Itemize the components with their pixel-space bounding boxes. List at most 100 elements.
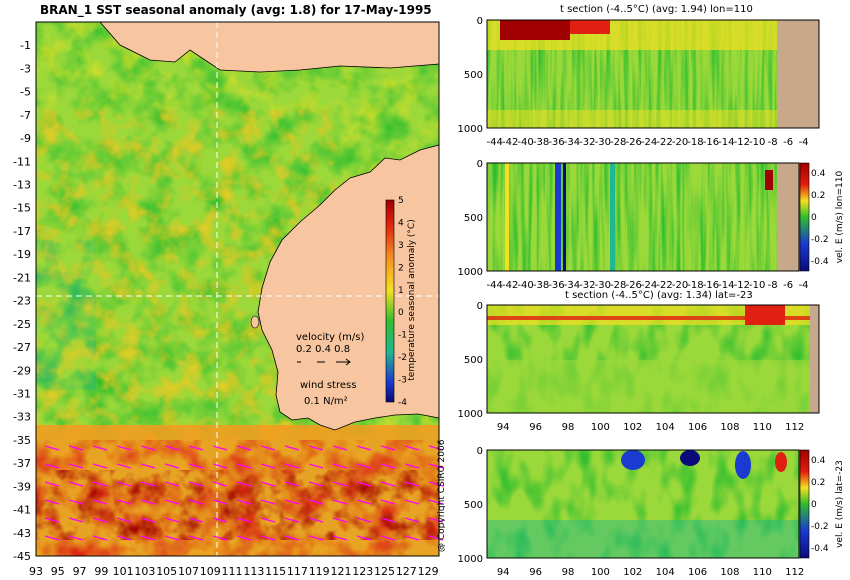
wind-vector bbox=[68, 445, 84, 451]
panel2-x-tick-label: -40 bbox=[517, 280, 533, 291]
map-y-tick-label: -21 bbox=[13, 271, 31, 284]
wind-vector bbox=[44, 463, 60, 469]
wind-stress-value: 0.1 N/m² bbox=[304, 396, 348, 407]
wind-vector bbox=[68, 535, 84, 541]
panel4-colorbar bbox=[799, 449, 810, 559]
wind-vector bbox=[116, 535, 132, 541]
wind-vector bbox=[260, 463, 276, 469]
panel2-x-tick-label: -18 bbox=[687, 280, 703, 291]
wind-vector bbox=[236, 535, 252, 541]
wind-vector bbox=[332, 535, 348, 541]
sst-colorbar-tick: 4 bbox=[398, 218, 404, 228]
wind-vector bbox=[260, 445, 276, 451]
wind-vector bbox=[212, 463, 228, 469]
panel4-colorbar-tick: 0.2 bbox=[811, 478, 825, 488]
map-x-tick-label: 97 bbox=[73, 565, 87, 578]
sst-colorbar-tick: -4 bbox=[398, 398, 407, 408]
wind-vector bbox=[284, 463, 300, 469]
sst-colorbar-ticks: 5 4 3 2 1 0 -1 -2 -3 -4 bbox=[398, 196, 407, 408]
wind-vector bbox=[428, 445, 444, 451]
panel4-colorbar-tick: 0 bbox=[811, 500, 817, 510]
wind-vector bbox=[260, 517, 276, 523]
map-y-tick-label: -11 bbox=[13, 155, 31, 168]
wind-vector bbox=[404, 499, 420, 505]
wind-vector bbox=[116, 463, 132, 469]
wind-vector bbox=[188, 517, 204, 523]
wind-vector bbox=[260, 535, 276, 541]
wind-vector bbox=[356, 481, 372, 487]
wind-vector bbox=[356, 445, 372, 451]
wind-vector bbox=[236, 481, 252, 487]
panel2-x-tick-label: -36 bbox=[548, 280, 564, 291]
panel4-y-tick-label: 500 bbox=[464, 500, 483, 511]
panel3-x-tick-label: 104 bbox=[656, 422, 675, 433]
panel1-x-tick-label: -18 bbox=[687, 137, 703, 148]
panel4-x-tick-label: 98 bbox=[562, 567, 575, 578]
wind-vector bbox=[140, 535, 156, 541]
map-y-tick-label: -27 bbox=[13, 341, 31, 354]
wind-vector bbox=[404, 535, 420, 541]
map-y-tick-label: -45 bbox=[13, 550, 31, 563]
wind-vector bbox=[188, 535, 204, 541]
panel1-x-tick-label: -42 bbox=[502, 137, 518, 148]
wind-vector bbox=[260, 481, 276, 487]
panel4-x-tick-label: 96 bbox=[529, 567, 542, 578]
wind-vector bbox=[188, 445, 204, 451]
panel2-x-tick-label: -38 bbox=[533, 280, 549, 291]
wind-vector bbox=[140, 463, 156, 469]
wind-vector bbox=[116, 499, 132, 505]
wind-vector bbox=[164, 517, 180, 523]
wind-vector bbox=[236, 445, 252, 451]
map-y-tick-labels: -1 -3 -5 -7 -9 -11 -13 -15 -17 -19 -21 -23 -25 -27 -29… bbox=[13, 39, 31, 563]
panel1-x-tick-label: -8 bbox=[768, 137, 778, 148]
wind-vector bbox=[92, 499, 108, 505]
wind-vector bbox=[380, 535, 396, 541]
map-title: BRAN_1 SST seasonal anomaly (avg: 1.8) f… bbox=[40, 3, 432, 17]
sst-colorbar-tick: 3 bbox=[398, 241, 404, 251]
wind-vector bbox=[428, 517, 444, 523]
wind-vector bbox=[284, 445, 300, 451]
wind-vector bbox=[428, 463, 444, 469]
map-x-tick-labels: 93 95 97 99 101 103 105 107 109 111 113 115 117 119 12… bbox=[29, 565, 439, 578]
panel2-x-tick-label: -4 bbox=[799, 280, 809, 291]
wind-vector bbox=[404, 481, 420, 487]
wind-vector bbox=[308, 445, 324, 451]
map-y-tick-label: -3 bbox=[20, 62, 31, 75]
map-y-tick-label: -9 bbox=[20, 132, 31, 145]
wind-vector bbox=[308, 535, 324, 541]
wind-stress-label: wind stress bbox=[300, 380, 356, 391]
panel3-x-tick-label: 100 bbox=[591, 422, 610, 433]
sst-map: 5 4 3 2 1 0 -1 -2 -3 -4 temperature seasonal anom… bbox=[13, 21, 445, 578]
panel4-x-tick-label: 94 bbox=[497, 567, 510, 578]
wind-vector bbox=[92, 481, 108, 487]
map-y-tick-label: -35 bbox=[13, 434, 31, 447]
wind-vector bbox=[188, 481, 204, 487]
sst-colorbar-tick: 2 bbox=[398, 263, 404, 273]
panel1-x-tick-label: -12 bbox=[734, 137, 750, 148]
wind-vector bbox=[44, 517, 60, 523]
panel2-x-tick-label: -28 bbox=[610, 280, 626, 291]
velocity-label: velocity (m/s) bbox=[296, 332, 364, 343]
wind-vector bbox=[308, 463, 324, 469]
wind-vector bbox=[428, 481, 444, 487]
wind-vector bbox=[212, 517, 228, 523]
panel4-colorbar-tick: -0.2 bbox=[811, 522, 829, 532]
sst-colorbar bbox=[385, 199, 395, 403]
wind-vector bbox=[188, 499, 204, 505]
map-x-tick-label: 95 bbox=[51, 565, 65, 578]
panel2-x-tick-label: -30 bbox=[595, 280, 611, 291]
wind-vector bbox=[164, 445, 180, 451]
panel2-x-tick-label: -26 bbox=[626, 280, 642, 291]
panel4-y-tick-label: 1000 bbox=[458, 554, 483, 565]
wind-vector bbox=[164, 463, 180, 469]
wind-vector bbox=[380, 499, 396, 505]
panel3-plot bbox=[486, 304, 820, 414]
wind-vector bbox=[308, 517, 324, 523]
panel2-x-tick-label: -12 bbox=[734, 280, 750, 291]
wind-vector bbox=[356, 499, 372, 505]
panel3-title: t section (-4..5°C) (avg: 1.34) lat=-23 bbox=[565, 290, 753, 301]
panel-tick-labels: -44 -42 -40 -38 -36 -34 -32 -30 -28 -26 -24 -22 -20-… bbox=[458, 16, 829, 578]
panel2-x-tick-label: -42 bbox=[502, 280, 518, 291]
wind-vector bbox=[116, 517, 132, 523]
wind-vector bbox=[332, 445, 348, 451]
